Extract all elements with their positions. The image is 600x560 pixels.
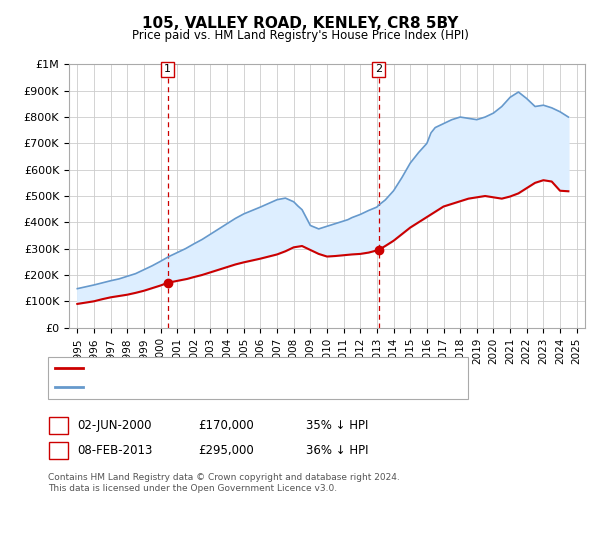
Text: 2: 2 xyxy=(375,64,382,74)
Text: 1: 1 xyxy=(164,64,171,74)
Text: This data is licensed under the Open Government Licence v3.0.: This data is licensed under the Open Gov… xyxy=(48,484,337,493)
Text: £170,000: £170,000 xyxy=(198,419,254,432)
Text: 105, VALLEY ROAD, KENLEY, CR8 5BY (detached house): 105, VALLEY ROAD, KENLEY, CR8 5BY (detac… xyxy=(87,363,376,374)
Text: 36% ↓ HPI: 36% ↓ HPI xyxy=(306,444,368,458)
Text: 2: 2 xyxy=(55,444,62,458)
Text: Price paid vs. HM Land Registry's House Price Index (HPI): Price paid vs. HM Land Registry's House … xyxy=(131,29,469,42)
Text: Contains HM Land Registry data © Crown copyright and database right 2024.: Contains HM Land Registry data © Crown c… xyxy=(48,473,400,482)
Text: 105, VALLEY ROAD, KENLEY, CR8 5BY: 105, VALLEY ROAD, KENLEY, CR8 5BY xyxy=(142,16,458,31)
Text: £295,000: £295,000 xyxy=(198,444,254,458)
Text: 35% ↓ HPI: 35% ↓ HPI xyxy=(306,419,368,432)
Text: 02-JUN-2000: 02-JUN-2000 xyxy=(77,419,151,432)
Text: 08-FEB-2013: 08-FEB-2013 xyxy=(77,444,152,458)
Text: 1: 1 xyxy=(55,419,62,432)
Text: HPI: Average price, detached house, Croydon: HPI: Average price, detached house, Croy… xyxy=(87,382,323,392)
